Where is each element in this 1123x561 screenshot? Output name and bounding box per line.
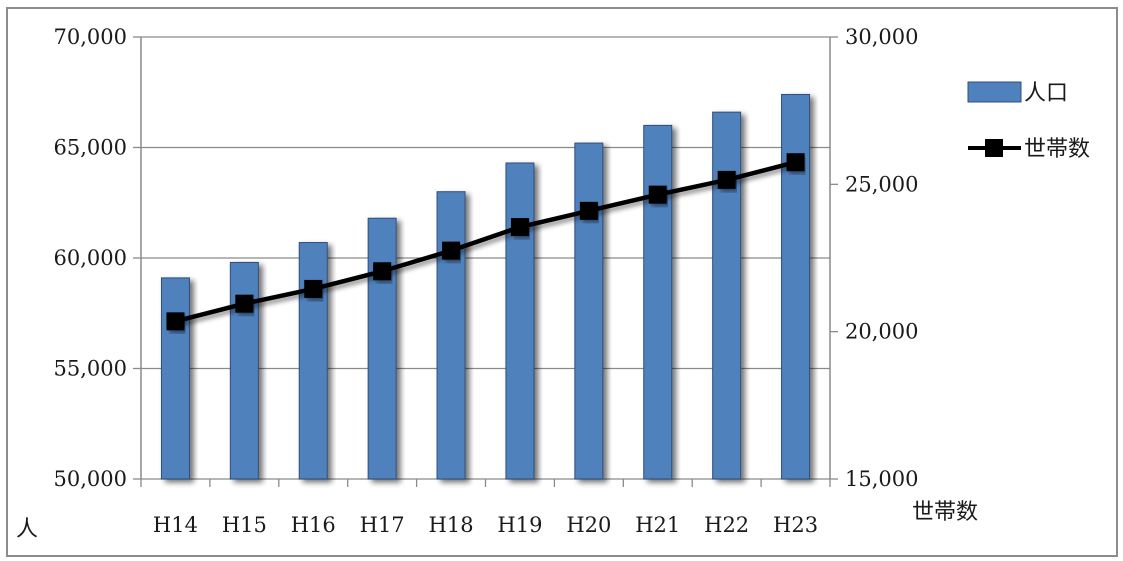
households-marker (304, 279, 323, 298)
right-axis-tick-label: 15,000 (845, 467, 918, 491)
right-axis-unit-label: 世帯数 (912, 500, 978, 525)
right-axis: 15,000 20,000 25,000 30,000 (830, 25, 918, 491)
left-axis-tick-label: 55,000 (54, 357, 127, 381)
left-axis-tick-label: 60,000 (54, 246, 127, 270)
x-axis-tick-label: H18 (429, 513, 474, 537)
right-axis-tick-label: 30,000 (845, 25, 918, 49)
population-bar (781, 93, 811, 480)
left-axis-tick-label: 70,000 (54, 25, 127, 49)
households-marker (166, 312, 185, 331)
households-line (174, 160, 797, 324)
left-axis-tick-label: 50,000 (54, 467, 127, 491)
x-axis-tick-label: H16 (291, 513, 336, 537)
x-axis-tick-label: H15 (222, 513, 267, 537)
legend: 人口 世帯数 (967, 81, 1090, 162)
population-bar (367, 217, 397, 480)
population-bar (505, 162, 535, 480)
households-marker (579, 201, 598, 220)
population-bar (712, 111, 742, 480)
households-marker (442, 241, 461, 260)
x-axis-tick-label: H17 (360, 513, 405, 537)
x-axis-tick-label: H22 (704, 513, 749, 537)
x-axis-tick-label: H21 (635, 513, 680, 537)
households-marker (373, 262, 392, 281)
line-series (166, 153, 805, 331)
x-axis-tick-label: H20 (566, 513, 611, 537)
population-bar (298, 242, 328, 480)
legend-item-population: 人口 (967, 81, 1068, 106)
x-axis: H14 H15 H16 H17 H18 H19 H20 H21 H22 H23 (140, 479, 831, 537)
households-marker (648, 185, 667, 204)
right-axis-tick-label: 20,000 (845, 320, 918, 344)
households-marker (510, 218, 529, 237)
legend-bar-swatch (967, 81, 1022, 103)
population-bar (574, 142, 604, 480)
households-marker (786, 153, 805, 172)
chart-frame (6, 7, 1118, 557)
x-axis-tick-label: H19 (497, 513, 542, 537)
legend-label-households: 世帯数 (1024, 137, 1090, 162)
population-bar (436, 191, 466, 480)
left-axis: 50,000 55,000 60,000 65,000 70,000 (54, 25, 141, 491)
x-axis-tick-label: H14 (153, 513, 198, 537)
x-axis-tick-label: H23 (773, 513, 818, 537)
population-bar (643, 124, 673, 480)
population-bar (160, 277, 190, 480)
legend-item-households: 世帯数 (968, 137, 1090, 162)
households-marker (235, 294, 254, 313)
households-marker (717, 170, 736, 189)
right-axis-tick-label: 25,000 (845, 172, 918, 196)
left-axis-unit-label: 人 (16, 517, 38, 542)
legend-square-marker (985, 139, 1003, 157)
left-axis-tick-label: 65,000 (54, 136, 127, 160)
legend-label-population: 人口 (1024, 81, 1068, 106)
bar-series (160, 93, 811, 480)
